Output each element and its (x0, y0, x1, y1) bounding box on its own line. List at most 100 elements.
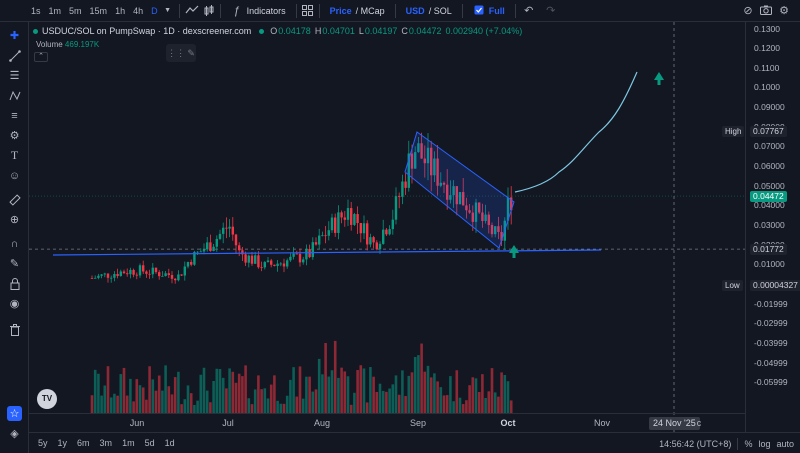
volume-bar (218, 369, 222, 413)
eraser-icon[interactable]: ✎ (187, 47, 195, 58)
auto-toggle[interactable]: auto (776, 438, 794, 449)
volume-bar (455, 370, 459, 413)
price-axis[interactable]: 0.13000.12000.11000.10000.090000.080000.… (745, 22, 800, 432)
full-button[interactable]: Full (468, 5, 510, 17)
trend-line-icon[interactable] (7, 48, 22, 63)
volume-bar (423, 371, 427, 413)
percent-toggle[interactable]: % (744, 438, 753, 449)
volume-bar (356, 370, 359, 413)
text-icon[interactable]: T (10, 148, 19, 162)
camera-icon[interactable] (760, 5, 772, 17)
timeframe-5m[interactable]: 5m (69, 5, 82, 16)
magnet-icon[interactable]: ∩ (10, 237, 19, 250)
lock-icon[interactable] (7, 276, 22, 291)
crosshair-icon[interactable]: ✚ (9, 30, 20, 42)
line-chart-icon[interactable] (185, 5, 199, 17)
range-6m[interactable]: 6m (77, 438, 90, 448)
currency-toggle[interactable]: USD / SOL (401, 6, 457, 16)
candle-body (276, 263, 279, 266)
gear-icon[interactable]: ⚙ (779, 5, 789, 17)
range-1d[interactable]: 1d (164, 438, 175, 448)
volume-bar (215, 368, 219, 413)
price-chart[interactable] (29, 22, 745, 432)
time-axis[interactable]: Jun Jul Aug Sep Oct Nov 24 Nov '25 c (29, 413, 745, 432)
clock-time[interactable]: 14:56:42 (UTC+8) (659, 438, 732, 449)
candle-body (378, 243, 382, 250)
candle-body (250, 255, 254, 264)
range-5d[interactable]: 5d (144, 438, 155, 448)
tradingview-logo[interactable]: TV (37, 389, 57, 409)
star-icon[interactable]: ☆ (7, 406, 22, 421)
x-tick-sep: Sep (409, 418, 427, 428)
x-tick-aug: Aug (313, 418, 331, 428)
volume-bar (186, 385, 190, 413)
candle-body (398, 196, 401, 197)
timeframe-15m[interactable]: 15m (89, 5, 108, 16)
range-1y[interactable]: 1y (57, 438, 68, 448)
redo-icon[interactable]: ↷ (546, 4, 556, 17)
trash-icon[interactable] (7, 322, 22, 337)
log-toggle[interactable]: log (758, 438, 771, 449)
pencil-lock-icon[interactable]: ✎ (9, 258, 20, 270)
candle-body (266, 260, 270, 263)
candle-body (231, 226, 234, 235)
floating-drawing-toolbar[interactable]: ⋮⋮ ✎ (166, 44, 196, 62)
timeframe-4h[interactable]: 4h (133, 5, 144, 16)
eye-slash-icon[interactable]: ⊘ (743, 5, 753, 17)
volume-bar (490, 368, 494, 413)
drag-handle-icon[interactable]: ⋮⋮ (167, 47, 186, 58)
timeframe-d[interactable]: D (151, 5, 158, 16)
top-toolbar: 1s 1m 5m 15m 1h 4h D ▼ ƒ Indicators Pric… (0, 0, 800, 22)
volume-bar (122, 367, 126, 413)
volume-bar (372, 376, 375, 413)
y-tick: -0.05999 (754, 377, 788, 388)
volume-value: 469.197K (64, 40, 100, 49)
volume-bar (247, 398, 251, 413)
candle-body (346, 208, 350, 220)
volume-bars (90, 340, 513, 413)
ruler-icon[interactable] (7, 192, 22, 207)
pattern-icon[interactable] (7, 88, 22, 103)
candles-icon[interactable] (203, 4, 215, 17)
emoji-icon[interactable]: ☺ (8, 169, 21, 182)
volume-bar (509, 400, 513, 413)
x-tick-oct: Oct (500, 418, 516, 428)
candle-body (474, 202, 478, 222)
range-1m[interactable]: 1m (122, 438, 135, 448)
candle-body (289, 256, 292, 261)
collapse-legend-button[interactable]: ⌃ (34, 52, 48, 62)
eye-icon[interactable]: ◉ (9, 298, 20, 310)
volume-bar (362, 368, 366, 413)
layers-icon[interactable]: ◈ (10, 428, 19, 440)
candle-body (260, 267, 263, 269)
timeframe-1s[interactable]: 1s (31, 5, 41, 16)
volume-bar (324, 343, 327, 413)
undo-icon[interactable]: ↶ (524, 4, 534, 17)
horizontal-lines-icon[interactable]: ☰ (9, 70, 20, 82)
close-value: 0.04472 (408, 26, 442, 36)
range-3m[interactable]: 3m (99, 438, 113, 448)
candle-body (426, 147, 430, 164)
volume-bar (305, 376, 308, 413)
brush-icon[interactable]: ⚙ (9, 130, 20, 142)
range-5y[interactable]: 5y (38, 438, 48, 448)
symbol-label[interactable]: USDUC/SOL on PumpSwap · 1D · dexscreener… (42, 26, 252, 36)
candle-body (359, 222, 362, 234)
timeframe-1h[interactable]: 1h (115, 5, 126, 16)
timeframe-1m[interactable]: 1m (48, 5, 62, 16)
zoom-in-icon[interactable]: ⊕ (9, 214, 20, 226)
candle-body (407, 153, 410, 188)
candle-body (494, 226, 497, 235)
price-mcap-toggle[interactable]: Price / MCap (325, 6, 390, 16)
chevron-down-icon[interactable]: ▼ (164, 6, 172, 14)
indicators-button[interactable]: ƒ Indicators (226, 5, 291, 17)
candle-body (382, 229, 385, 244)
fib-icon[interactable]: ≡ (11, 109, 18, 122)
candle-body (247, 255, 250, 263)
candle-body (334, 217, 337, 233)
candle-body (186, 262, 190, 267)
drawings (52, 71, 664, 258)
layout-grid-icon[interactable] (302, 4, 314, 17)
volume-bar (407, 375, 411, 413)
price-label: Price (329, 5, 352, 16)
